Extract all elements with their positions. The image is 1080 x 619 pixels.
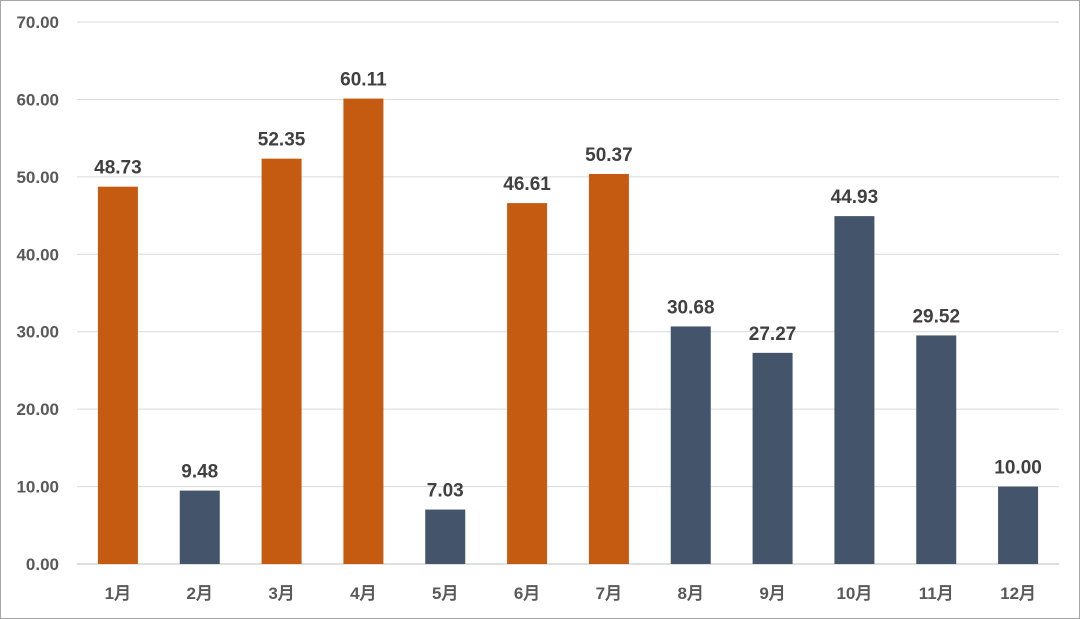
data-label-1: 48.73 <box>94 158 142 179</box>
x-tick-label-7: 7月 <box>596 584 622 603</box>
data-label-12: 10.00 <box>994 458 1042 479</box>
y-tick-label: 10.00 <box>16 478 59 497</box>
x-tick-label-10: 10月 <box>836 584 872 603</box>
bar-4 <box>343 98 384 565</box>
bar-6 <box>507 203 548 565</box>
bars <box>97 98 1039 565</box>
y-axis-ticks: 0.00 10.00 20.00 30.00 40.00 50.00 60.00 70.00 <box>16 13 59 574</box>
x-tick-label-12: 12月 <box>1000 584 1036 603</box>
data-label-11: 29.52 <box>912 306 960 327</box>
bar-7 <box>588 173 629 564</box>
data-label-4: 60.11 <box>340 70 387 91</box>
y-tick-label: 50.00 <box>16 168 59 187</box>
data-label-6: 46.61 <box>503 174 551 195</box>
data-label-5: 7.03 <box>427 481 464 502</box>
x-tick-label-11: 11月 <box>919 584 954 603</box>
x-axis-ticks: 1月 2月 3月 4月 5月 6月 7月 8月 9月 10月 11月 12月 <box>105 584 1036 603</box>
x-tick-label-3: 3月 <box>268 584 294 603</box>
y-tick-label: 70.00 <box>16 13 59 32</box>
y-tick-label: 30.00 <box>16 323 59 342</box>
y-tick-label: 40.00 <box>16 245 59 264</box>
y-tick-label: 0.00 <box>26 555 59 574</box>
bar-1 <box>97 186 138 565</box>
data-label-7: 50.37 <box>585 145 633 166</box>
x-tick-label-9: 9月 <box>759 584 785 603</box>
data-labels: 48.73 9.48 52.35 60.11 7.03 46.61 50.37 30.68 27… <box>94 70 1042 502</box>
data-label-9: 27.27 <box>749 324 797 345</box>
data-label-10: 44.93 <box>831 187 879 208</box>
data-label-8: 30.68 <box>667 297 715 318</box>
bar-9 <box>752 352 793 564</box>
bar-3 <box>261 158 302 564</box>
data-label-2: 9.48 <box>181 462 218 483</box>
x-tick-label-8: 8月 <box>678 584 704 603</box>
bar-2 <box>179 490 220 564</box>
data-label-3: 52.35 <box>258 130 306 151</box>
bar-5 <box>425 509 466 564</box>
x-tick-label-6: 6月 <box>514 584 540 603</box>
gridlines <box>77 21 1059 565</box>
bar-11 <box>916 335 957 564</box>
bar-12 <box>998 486 1039 564</box>
x-tick-label-4: 4月 <box>350 584 376 603</box>
bar-10 <box>834 216 875 564</box>
bar-8 <box>670 326 711 564</box>
x-tick-label-2: 2月 <box>187 584 213 603</box>
x-tick-label-5: 5月 <box>432 584 458 603</box>
y-tick-label: 20.00 <box>16 400 59 419</box>
y-tick-label: 60.00 <box>16 90 59 109</box>
x-tick-label-1: 1月 <box>105 584 131 603</box>
